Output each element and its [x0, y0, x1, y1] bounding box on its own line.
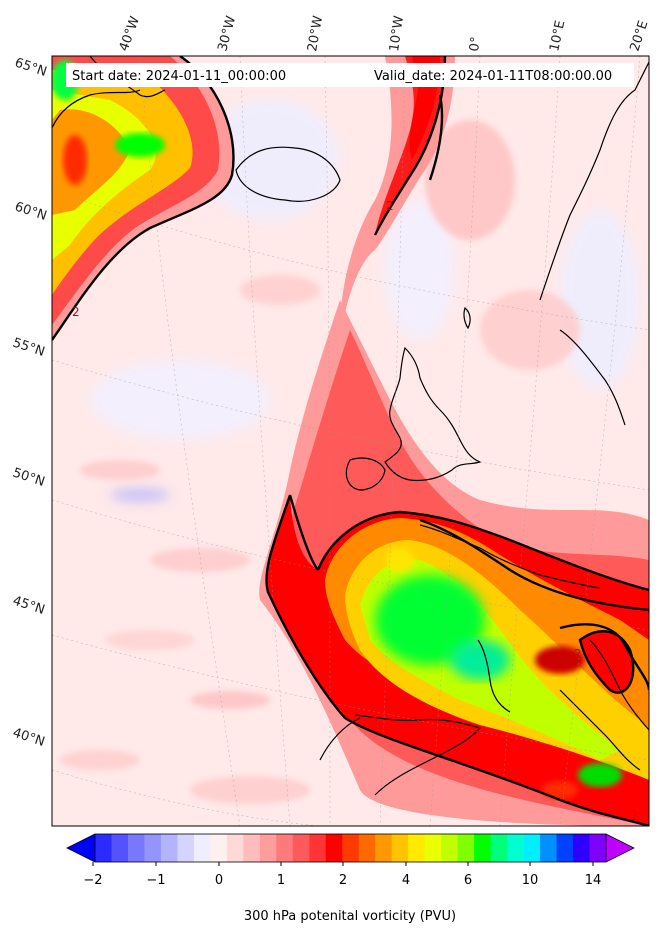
colorbar-cell — [490, 834, 508, 862]
colorbar-cell — [573, 834, 591, 862]
colorbar-frame — [94, 833, 607, 863]
colorbar-cell — [342, 834, 360, 862]
colorbar: −2 −1 0 1 2 4 6 10 14 300 hPa potenital vorticit… — [66, 833, 635, 924]
colorbar-cell — [358, 834, 376, 862]
lat-label: 50°N — [11, 466, 47, 490]
colorbar-ticks: −2 −1 0 1 2 4 6 10 14 — [83, 862, 601, 888]
colorbar-min-arrow — [67, 834, 95, 862]
colorbar-tick-label: 10 — [522, 873, 539, 888]
colorbar-max-arrow — [606, 834, 634, 862]
colorbar-tick-label: 1 — [277, 873, 285, 888]
colorbar-tick-label: 0 — [215, 873, 223, 888]
colorbar-cell — [325, 834, 343, 862]
colorbar-cell — [441, 834, 459, 862]
colorbar-cell — [111, 834, 129, 862]
colorbar-cell — [160, 834, 178, 862]
pv2-contours — [52, 56, 649, 826]
colorbar-cell — [144, 834, 162, 862]
contour-label: 2 — [386, 199, 394, 213]
colorbar-cell — [457, 834, 475, 862]
colorbar-cell — [474, 834, 492, 862]
lat-label: 60°N — [13, 200, 49, 224]
colorbar-tick-label: 6 — [464, 873, 472, 888]
pv-mottling — [60, 120, 580, 804]
colorbar-cell — [292, 834, 310, 862]
colorbar-cell — [540, 834, 558, 862]
colorbar-cell — [95, 834, 112, 862]
lon-label: 40°W — [117, 14, 143, 53]
colorbar-cell — [589, 834, 607, 862]
lon-label: 0° — [467, 36, 484, 53]
colorbar-cells — [95, 834, 607, 862]
lon-label: 10°E — [547, 19, 568, 53]
colorbar-cell — [507, 834, 525, 862]
nw-pv-blob — [52, 56, 234, 340]
lat-label: 45°N — [11, 594, 47, 618]
colorbar-cell — [424, 834, 442, 862]
info-banner — [66, 63, 634, 87]
colorbar-cell — [259, 834, 277, 862]
lon-label: 20°W — [305, 15, 326, 53]
map-frame — [51, 55, 650, 827]
lon-label: 10°W — [387, 15, 407, 53]
colorbar-cell — [375, 834, 393, 862]
graticule — [52, 56, 649, 826]
contour-label: 2 — [630, 809, 638, 823]
colorbar-tick-label: 14 — [585, 873, 602, 888]
colorbar-cell — [523, 834, 541, 862]
colorbar-cell — [193, 834, 211, 862]
pv2-contour-labels: 2 2 2 2 2 2 — [72, 199, 638, 823]
colorbar-cell — [243, 834, 261, 862]
lat-label: 65°N — [13, 56, 49, 80]
latitude-labels: 65°N 60°N 55°N 50°N 45°N 40°N — [11, 56, 49, 750]
low-pv-patches — [90, 100, 640, 501]
longitude-labels: 40°W 30°W 20°W 10°W 0° 10°E 20°E — [117, 14, 652, 53]
colorbar-title: 300 hPa potenital vorticity (PVU) — [244, 909, 456, 924]
colorbar-cell — [408, 834, 426, 862]
colorbar-tick-label: −2 — [83, 873, 102, 888]
lat-label: 55°N — [11, 336, 47, 360]
contour-label: 2 — [306, 651, 314, 665]
start-date-text: Start date: 2024-01-11_00:00:00 — [72, 69, 286, 84]
colorbar-tick-label: 2 — [339, 873, 347, 888]
colorbar-cell — [210, 834, 228, 862]
valid-date-text: Valid_date: 2024-01-11T08:00:00.00 — [374, 69, 612, 84]
lat-label: 40°N — [11, 726, 47, 750]
colorbar-tick-label: 4 — [402, 873, 410, 888]
colorbar-cell — [226, 834, 244, 862]
contour-label: 2 — [574, 647, 582, 661]
lon-label: 20°E — [628, 19, 652, 53]
map-panel: 2 2 2 2 2 2 Start date: 2024-01-11_00:00… — [52, 56, 649, 826]
colorbar-cell — [177, 834, 195, 862]
colorbar-cell — [556, 834, 574, 862]
lon-label: 30°W — [215, 14, 239, 53]
colorbar-cell — [391, 834, 409, 862]
contour-label: 2 — [578, 585, 586, 599]
contour-label: 2 — [72, 305, 80, 319]
colorbar-tick-label: −1 — [146, 873, 165, 888]
coastlines — [52, 56, 649, 796]
colorbar-cell — [127, 834, 145, 862]
colorbar-cell — [276, 834, 294, 862]
colorbar-cell — [309, 834, 327, 862]
